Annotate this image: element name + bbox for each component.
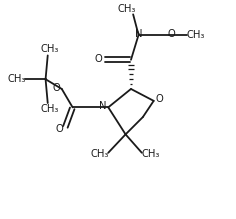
Text: N: N (135, 29, 142, 39)
Text: CH₃: CH₃ (141, 150, 160, 159)
Text: CH₃: CH₃ (187, 30, 205, 40)
Text: CH₃: CH₃ (41, 104, 59, 114)
Text: O: O (156, 94, 164, 104)
Text: CH₃: CH₃ (41, 44, 59, 54)
Text: CH₃: CH₃ (90, 150, 109, 159)
Text: O: O (168, 29, 176, 39)
Text: CH₃: CH₃ (7, 74, 25, 84)
Text: CH₃: CH₃ (118, 4, 136, 14)
Text: N: N (99, 101, 107, 111)
Text: O: O (95, 54, 102, 64)
Text: O: O (52, 83, 60, 93)
Text: O: O (56, 124, 63, 134)
